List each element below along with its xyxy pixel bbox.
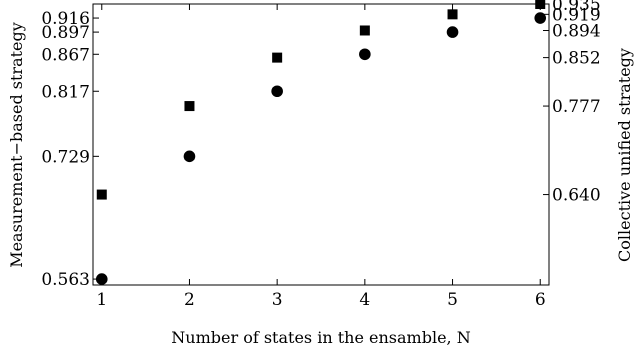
x-tick-label: 6: [535, 290, 546, 310]
right-tick-label: 0.935: [552, 0, 601, 15]
left-tick-label: 0.729: [41, 147, 90, 167]
x-tick-label: 4: [359, 290, 370, 310]
x-tick-label: 2: [184, 290, 195, 310]
plot-frame: [92, 3, 550, 286]
square-point: [535, 0, 546, 9]
right-tick-label: 0.894: [552, 21, 601, 41]
right-tick-label: 0.777: [552, 97, 601, 117]
data-marks: [95, 0, 547, 285]
square-point: [184, 101, 195, 112]
circle-point: [271, 85, 283, 98]
circle-point: [446, 26, 459, 38]
square-point: [359, 25, 370, 36]
square-point: [272, 52, 283, 63]
x-tick-label: 3: [272, 290, 283, 310]
circle-point: [95, 273, 108, 285]
left-tick-label: 0.916: [41, 9, 90, 29]
left-tick-label: 0.817: [41, 82, 90, 102]
right-tick-label: 0.640: [552, 186, 601, 206]
x-tick-label: 5: [447, 290, 458, 310]
left-tick-label: 0.867: [41, 45, 90, 65]
square-point: [96, 189, 107, 200]
x-axis-ticks: 1 2 3 4 5 6: [96, 4, 546, 310]
circle-point: [534, 12, 547, 24]
left-tick-label: 0.563: [41, 270, 90, 290]
left-axis-title: Measurement−based strategy: [7, 22, 26, 268]
right-axis-title: Collective unified strategy: [615, 48, 634, 262]
right-tick-label: 0.919: [552, 5, 601, 25]
x-axis-title: Number of states in the ensamble, N: [171, 328, 470, 347]
circle-point: [183, 150, 196, 163]
square-point: [447, 9, 458, 20]
right-tick-label: 0.852: [552, 49, 601, 69]
x-tick-label: 1: [96, 290, 107, 310]
left-tick-label: 0.897: [41, 23, 90, 43]
circle-point: [359, 48, 371, 61]
